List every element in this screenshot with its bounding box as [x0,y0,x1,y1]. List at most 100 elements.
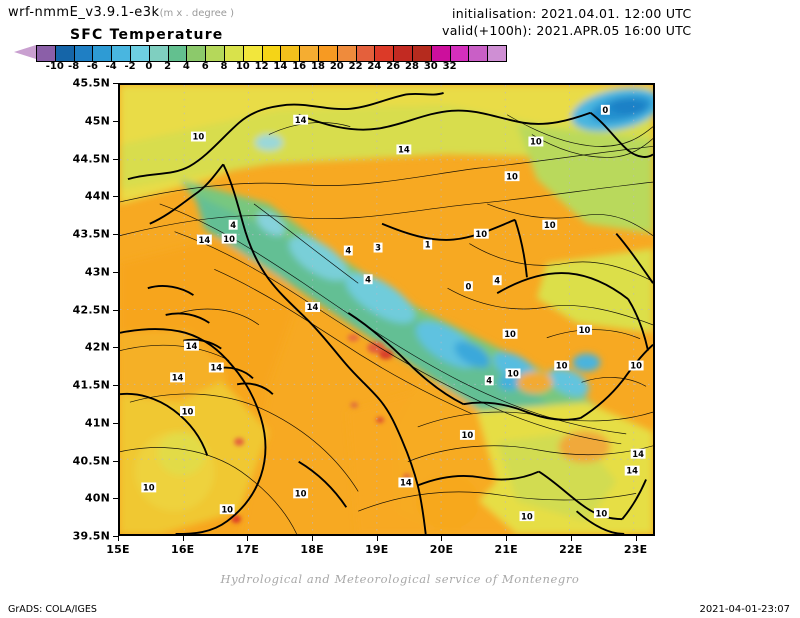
x-axis-label: 23E [623,543,648,556]
valid-time: valid(+100h): 2021.APR.05 16:00 UTC [442,23,692,38]
contour-label-box [190,131,206,142]
y-axis-label: 40N [84,491,110,505]
contour-label-box [504,171,520,182]
colorbar-swatch [431,46,451,61]
colorbar-swatch [318,46,338,61]
contour-label: 14 [632,449,644,459]
temperature-field [120,85,653,534]
y-axis-tick [113,234,118,235]
contour-label: 4 [345,246,351,256]
y-axis-label: 41N [84,416,110,430]
y-axis-tick [113,158,118,160]
colorbar-tick: 2 [164,61,172,72]
colorbar-tick: 20 [329,61,344,72]
colorbar-swatch [130,46,150,61]
contour-label: 14 [400,478,412,488]
grads-tag: GrADS: COLA/IGES [8,604,97,615]
colorbar-swatch [337,46,357,61]
contour-label: 4 [494,275,500,285]
contour-label-box [593,508,609,519]
field-title: SFC Temperature [70,27,224,43]
x-axis-label: 22E [559,543,583,556]
colorbar-swatch [168,46,188,61]
colorbar-under-arrow [14,45,36,59]
contour-label: 14 [398,145,410,155]
contour-label: 10 [221,504,233,514]
x-axis-label: 17E [235,543,260,556]
x-axis-tick [570,536,572,541]
colorbar-tick: 12 [254,61,269,72]
generation-timestamp: 2021-04-01-23:07 [699,604,790,615]
contour-label-box [484,375,494,386]
colorbar-tick: 18 [311,61,325,72]
contour-label: 14 [172,373,184,383]
model-title: wrf-nmmE_v3.9.1-e3k(m x . degree ) [8,5,234,20]
colorbar-tick: -4 [105,61,117,72]
colorbar-tick: -2 [124,61,136,72]
y-axis-tick [113,196,118,198]
contour-label: 14 [186,341,198,351]
contour-label: 10 [507,369,519,379]
contour-label-box [577,324,592,335]
contour-label-box [184,340,199,351]
colorbar-swatch [412,46,432,61]
colorbar-tick: 10 [235,61,250,72]
x-axis-label: 20E [429,543,454,556]
y-axis-tick [113,120,118,122]
x-axis-tick [441,536,443,541]
contour-label: 4 [365,274,371,284]
contour-label-box [473,228,489,239]
map-plot-area[interactable]: 14 10 14 10 0 4 10 10 10 14 10 3 1 4 4 0 4 14 14 10 10 14 4 10 1… [118,83,655,536]
y-axis-tick [113,271,118,273]
colorbar-swatch [187,46,207,61]
contour-label: 10 [506,171,518,181]
contour-label-box [228,219,238,230]
contour-label: 10 [544,220,556,230]
colorbar-swatch [469,46,489,61]
colorbar-tick: 6 [201,61,209,72]
contour-label: 10 [521,511,533,521]
x-axis-label: 16E [170,543,195,556]
colorbar-tick: -8 [68,61,80,72]
colorbar-swatches [36,45,507,62]
contour-label-box [196,234,212,245]
contour-label-box [219,504,235,515]
contour-label: 0 [465,281,471,291]
colorbar-swatch [206,46,225,61]
contour-label-box [180,406,195,417]
contour-label-box [528,136,544,147]
colorbar-tick: 24 [367,61,382,72]
contour-label-box [463,281,473,292]
contour-label: 10 [182,406,194,416]
contour-label-box [459,429,475,440]
y-axis-label: 42.5N [72,303,110,316]
x-axis-tick [312,536,314,541]
contour-label-box [208,362,224,373]
contour-label-box [423,239,433,250]
contour-label: 10 [475,229,487,239]
colorbar-tick: 26 [386,61,401,72]
contour-label-box [343,245,353,256]
contour-label-box [293,488,309,499]
y-axis-tick [113,83,118,84]
contour-label-box [519,511,535,522]
colorbar-swatch [488,46,506,61]
x-axis-tick [506,536,508,541]
colorbar-swatch [243,46,263,61]
contour-label: 10 [630,361,642,371]
colorbar-tick: 4 [182,61,190,72]
contour-label: 10 [143,483,155,493]
contour-label: 14 [307,302,319,312]
contour-label: 14 [295,115,307,125]
colorbar-tick: 16 [292,61,307,72]
initialisation-time: initialisation: 2021.04.01. 12:00 UTC [452,6,692,21]
contour-label-box [492,275,502,286]
colorbar-tick: 14 [273,61,288,72]
y-axis-label: 44.5N [72,152,110,165]
model-units: (m x . degree ) [159,8,234,19]
colorbar-tick-labels: -10 -8 -6 -4 -2 0 2 4 6 8 10 12 14 16 18 20 22 24 26 28 30 32 [6,61,461,73]
colorbar-swatch [93,46,113,61]
contour-label: 10 [556,361,568,371]
contour-label-box [628,360,644,371]
